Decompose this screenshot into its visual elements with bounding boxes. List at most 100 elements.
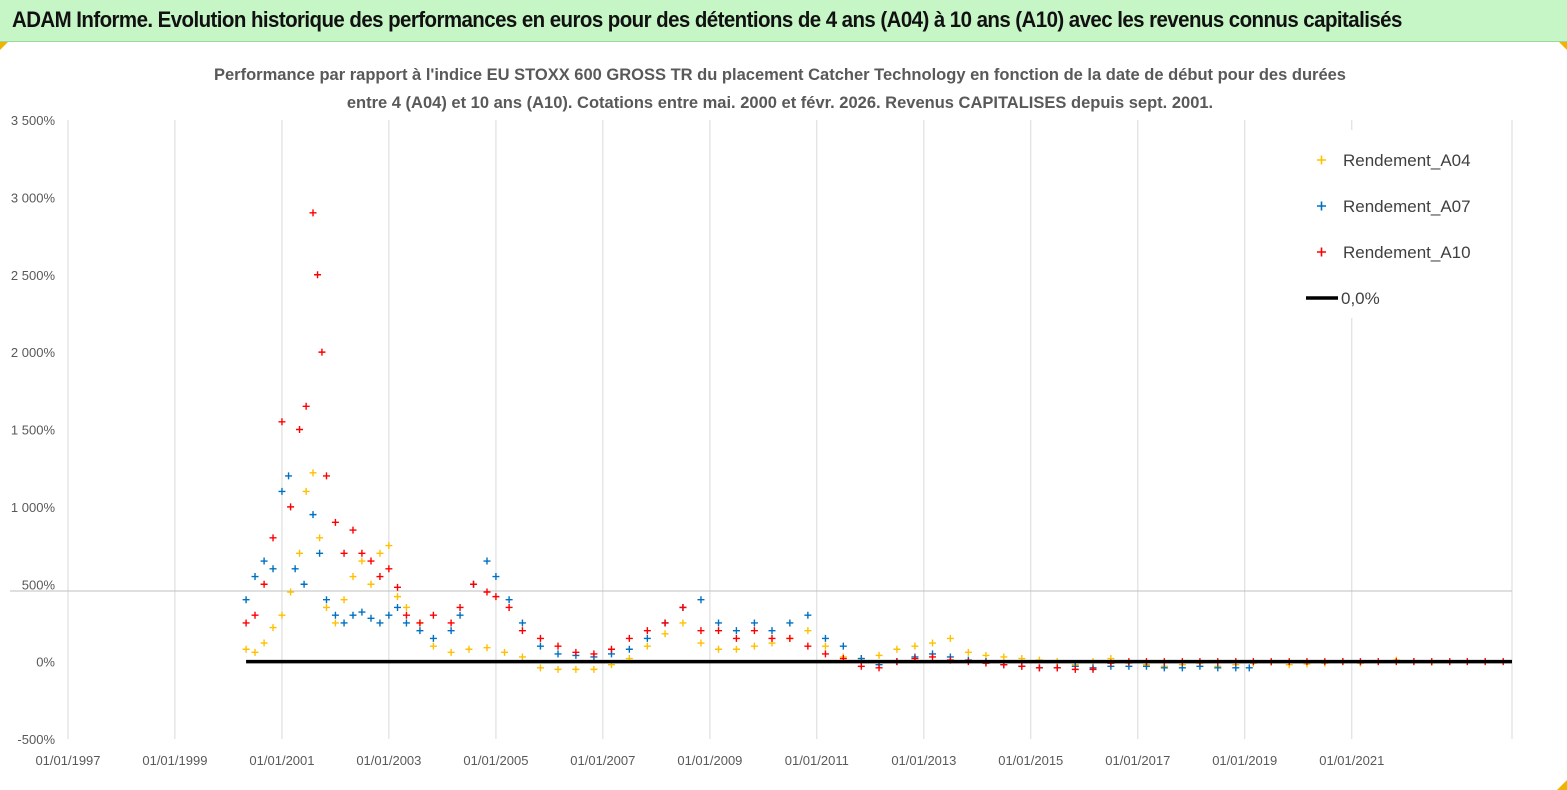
data-point	[946, 634, 954, 642]
data-point	[447, 627, 455, 635]
x-tick-label: 01/01/2007	[570, 753, 635, 768]
data-point	[465, 645, 473, 653]
data-point	[251, 573, 259, 581]
data-point	[358, 557, 366, 565]
data-point	[470, 580, 478, 588]
data-point	[536, 642, 544, 650]
data-point	[982, 651, 990, 659]
data-point	[505, 603, 513, 611]
data-point	[572, 665, 580, 673]
data-point	[875, 664, 883, 672]
data-point	[750, 619, 758, 627]
data-point	[278, 611, 286, 619]
data-point	[518, 653, 526, 661]
data-point	[402, 611, 410, 619]
data-point	[821, 634, 829, 642]
legend-label: Rendement_A10	[1343, 243, 1471, 262]
data-point	[786, 634, 794, 642]
x-tick-label: 01/01/2017	[1105, 753, 1170, 768]
data-point	[296, 549, 304, 557]
y-tick-label: 2 500%	[11, 268, 56, 283]
data-point	[1160, 664, 1168, 672]
data-point	[278, 418, 286, 426]
data-point	[416, 627, 424, 635]
report-banner: ADAM Informe. Evolution historique des p…	[0, 0, 1567, 42]
data-point	[492, 593, 500, 601]
data-point	[349, 573, 357, 581]
data-point	[394, 593, 402, 601]
chart-title-line-1: Performance par rapport à l'indice EU ST…	[214, 66, 1346, 84]
data-point	[492, 573, 500, 581]
chart-title-line-2: entre 4 (A04) et 10 ans (A10). Cotations…	[347, 94, 1213, 112]
data-point	[554, 642, 562, 650]
data-point	[1071, 665, 1079, 673]
data-point	[340, 619, 348, 627]
x-tick-label: 01/01/1999	[142, 753, 207, 768]
data-point	[750, 642, 758, 650]
data-point	[385, 611, 393, 619]
data-point	[964, 648, 972, 656]
legend-marker-plus	[1317, 247, 1326, 257]
data-point	[287, 588, 295, 596]
data-point	[1000, 653, 1008, 661]
data-point	[242, 645, 250, 653]
data-point	[1214, 664, 1222, 672]
data-point	[768, 627, 776, 635]
data-point	[429, 634, 437, 642]
legend-item-a07: Rendement_A07	[1317, 197, 1471, 216]
data-point	[661, 619, 669, 627]
data-point	[501, 648, 509, 656]
data-point	[394, 603, 402, 611]
data-point	[322, 603, 330, 611]
data-point	[893, 645, 901, 653]
y-tick-label: 0%	[36, 655, 55, 670]
data-point	[291, 565, 299, 573]
data-point	[447, 619, 455, 627]
corner-marker-bottom-right	[1557, 780, 1567, 790]
corner-marker-top-right	[1559, 42, 1567, 50]
data-point	[302, 487, 310, 495]
y-tick-label: 2 000%	[11, 345, 56, 360]
data-point	[625, 645, 633, 653]
data-point	[715, 627, 723, 635]
legend-item-a04: Rendement_A04	[1317, 151, 1471, 170]
y-tick-label: 1 500%	[11, 423, 56, 438]
data-point	[358, 608, 366, 616]
data-point	[643, 627, 651, 635]
data-point	[260, 557, 268, 565]
data-point	[322, 596, 330, 604]
data-point	[643, 642, 651, 650]
x-tick-label: 01/01/2013	[891, 753, 956, 768]
x-tick-label: 01/01/2009	[677, 753, 742, 768]
data-point	[607, 645, 615, 653]
data-point	[590, 650, 598, 658]
data-point	[911, 642, 919, 650]
data-point	[367, 614, 375, 622]
data-point	[1245, 664, 1253, 672]
data-point	[679, 619, 687, 627]
data-point	[367, 557, 375, 565]
data-point	[260, 639, 268, 647]
data-point	[483, 557, 491, 565]
data-point	[554, 650, 562, 658]
data-point	[821, 642, 829, 650]
data-point	[242, 596, 250, 604]
data-point	[242, 619, 250, 627]
data-point	[1035, 664, 1043, 672]
x-axis: 01/01/1997 01/01/1999 01/01/2001 01/01/2003…	[35, 753, 1384, 768]
data-point	[385, 542, 393, 550]
data-point	[331, 518, 339, 526]
legend-label: Rendement_A07	[1343, 197, 1471, 216]
data-point	[429, 611, 437, 619]
data-point	[456, 603, 464, 611]
data-point	[821, 650, 829, 658]
data-point	[322, 472, 330, 480]
data-point	[715, 619, 723, 627]
data-point	[483, 644, 491, 652]
data-point	[314, 271, 322, 279]
data-point	[697, 627, 705, 635]
data-point	[318, 348, 326, 356]
data-point	[376, 549, 384, 557]
data-point	[285, 472, 293, 480]
x-tick-label: 01/01/2015	[998, 753, 1063, 768]
